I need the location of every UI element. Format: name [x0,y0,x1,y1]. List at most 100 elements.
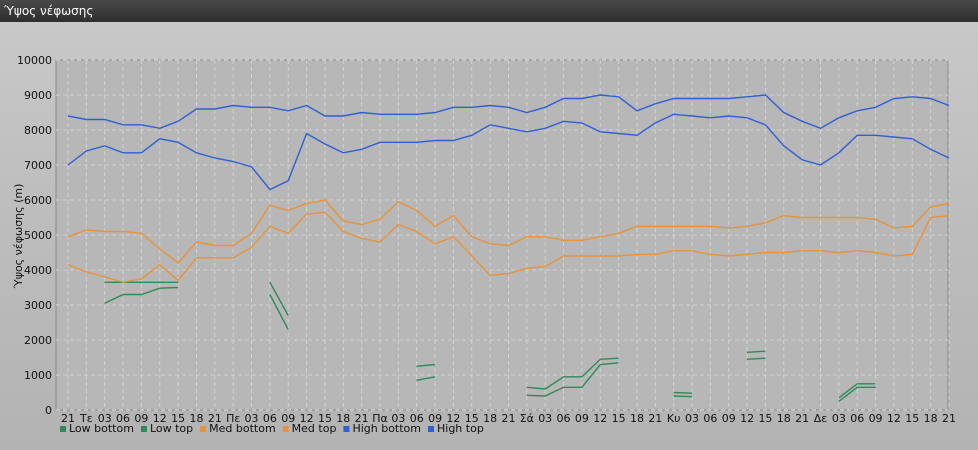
x-tick-label: Κυ [667,412,681,425]
x-tick-label: 18 [777,412,791,425]
series-line [104,286,179,304]
x-tick-label: 03 [245,412,259,425]
series-low-top [104,281,876,399]
x-tick-label: 09 [134,412,148,425]
y-tick-label: 5000 [24,229,52,242]
x-tick-label: 18 [924,412,938,425]
x-tick-label: 12 [300,412,314,425]
x-tick-label: 03 [538,412,552,425]
x-tick-label: 21 [795,412,809,425]
x-tick-label: 06 [703,412,717,425]
x-tick-label: 15 [318,412,332,425]
x-tick-label: 06 [557,412,571,425]
y-tick-label: 2000 [24,334,52,347]
x-tick-label: 18 [336,412,350,425]
series-line [747,357,766,360]
series-line [526,357,619,390]
series-line [269,294,289,330]
x-tick-label: 12 [887,412,901,425]
x-tick-label: 03 [98,412,112,425]
y-tick-label: 3000 [24,299,52,312]
x-tick-label: Δε [814,412,828,425]
legend-label: Med top [292,422,337,435]
y-tick-label: 6000 [24,194,52,207]
y-tick-label: 9000 [24,89,52,102]
series-high-top [67,94,950,130]
x-tick-label: 18 [189,412,203,425]
legend-label: High bottom [352,422,421,435]
legend: Low bottom Low top Med bottom Med top High b… [60,422,484,435]
x-tick-label: 03 [832,412,846,425]
x-tick-label: 15 [758,412,772,425]
x-tick-label: 12 [153,412,167,425]
x-tick-label: 18 [630,412,644,425]
x-tick-label: 06 [116,412,130,425]
legend-swatch [140,426,147,432]
y-tick-label: 10000 [17,54,52,67]
series-line [67,199,950,264]
series-line [526,362,619,397]
x-tick-label: Σά [520,412,534,425]
x-tick-label: 12 [446,412,460,425]
series-line [67,94,950,130]
x-axis-ticks: 21 Τε 03 06 09 12 15 18 21 Πε 03 06 09 12 15 18 21 Πα 03 06… [61,412,956,425]
legend-swatch [200,426,207,432]
series-med-bottom [67,211,950,284]
x-tick-label: 15 [171,412,185,425]
x-tick-label: 12 [740,412,754,425]
y-axis-ticks: 0 1000 2000 3000 4000 5000 6000 7000 8000 9000 100… [17,54,52,417]
series-line [838,386,876,402]
x-tick-label: 06 [410,412,424,425]
x-tick-label: 09 [281,412,295,425]
legend-swatch [282,426,289,432]
series-line [747,350,766,353]
x-tick-label: 21 [942,412,956,425]
x-tick-label: 12 [593,412,607,425]
legend-swatch [343,426,350,432]
x-tick-label: 09 [722,412,736,425]
x-tick-label: 09 [575,412,589,425]
series-group [67,94,950,402]
x-tick-label: 06 [850,412,864,425]
x-tick-label: 21 [355,412,369,425]
x-tick-label: 06 [263,412,277,425]
cloud-height-chart: 0 1000 2000 3000 4000 5000 6000 7000 8000 9000 100… [12,54,956,435]
x-tick-label: 03 [685,412,699,425]
series-line [416,363,436,367]
legend-swatch [60,426,66,432]
grid [56,59,950,411]
y-tick-label: 0 [45,404,52,417]
x-tick-label: 15 [465,412,479,425]
x-tick-label: 21 [61,412,75,425]
series-med-top [67,199,950,264]
x-tick-label: 18 [483,412,497,425]
series-line [67,211,950,284]
series-line [673,391,693,394]
y-tick-label: 4000 [24,264,52,277]
series-line [673,395,693,398]
legend-label: Med bottom [209,422,276,435]
chart-area: 0 1000 2000 3000 4000 5000 6000 7000 8000 9000 100… [0,22,978,450]
x-tick-label: 21 [648,412,662,425]
series-low-bottom [104,286,876,402]
x-tick-label: 15 [905,412,919,425]
x-tick-label: 03 [391,412,405,425]
x-tick-label: 09 [869,412,883,425]
series-high-bottom [67,113,950,191]
x-tick-label: 21 [208,412,222,425]
series-line [838,383,876,399]
y-tick-label: 7000 [24,159,52,172]
series-line [416,376,436,381]
y-tick-label: 8000 [24,124,52,137]
x-tick-label: 09 [428,412,442,425]
legend-label: Low bottom [69,422,134,435]
legend-swatch [428,426,434,432]
series-line [269,281,289,316]
x-tick-label: Τε [79,412,93,425]
x-tick-label: 15 [612,412,626,425]
x-tick-label: Πε [226,412,240,425]
y-tick-label: 1000 [24,369,52,382]
x-tick-label: 21 [501,412,515,425]
legend-label: High top [437,422,484,435]
